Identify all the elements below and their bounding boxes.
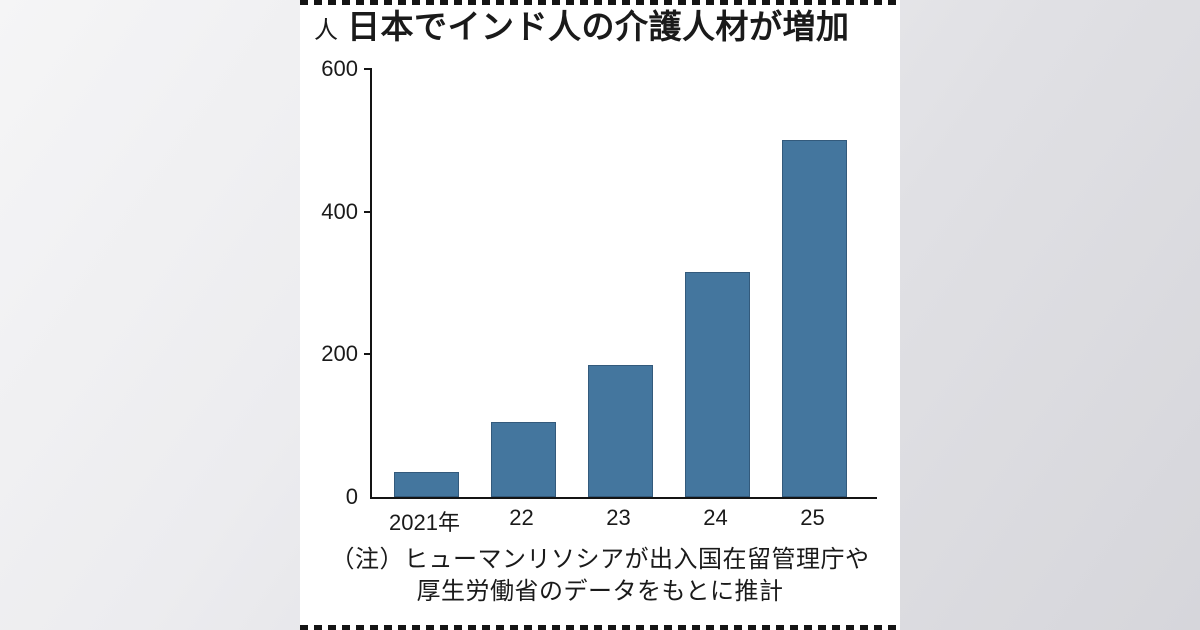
x-tick-label-24: 24 <box>703 505 728 530</box>
bottom-dashed-divider <box>300 625 900 630</box>
y-axis-tick-mark <box>364 353 372 356</box>
y-axis-tick-mark <box>364 68 372 70</box>
bar-25 <box>782 140 847 497</box>
x-tick-label-22: 22 <box>509 505 534 530</box>
y-axis-unit-label: 人 <box>314 17 338 44</box>
y-tick-label-200: 200 <box>321 341 358 367</box>
x-axis-tick-labels: 2021年 22 23 24 25 <box>370 505 875 537</box>
source-note-line-2: 厚生労働省のデータをもとに推計 <box>416 578 784 606</box>
plot-area <box>364 68 877 499</box>
y-tick-label-0: 0 <box>345 484 358 509</box>
y-tick-label-400: 400 <box>321 198 358 224</box>
bar-24 <box>685 272 750 497</box>
top-dashed-divider <box>300 0 900 5</box>
bar-2021年 <box>394 472 459 497</box>
source-note: （注）ヒューマンリソシアが出入国在留管理庁や 厚生労働省のデータをもとに推計 <box>314 544 886 609</box>
chart-header: 人 日本でインド人の介護人材が増加 <box>314 8 894 46</box>
chart-title: 日本でインド人の介護人材が増加 <box>347 8 850 45</box>
y-axis-tick-mark <box>364 210 372 213</box>
x-tick-label-2021年: 2021年 <box>389 510 460 535</box>
y-axis-tick-labels: 0 200 400 600 <box>300 58 366 508</box>
bar-23 <box>588 365 653 497</box>
x-tick-label-25: 25 <box>800 505 825 530</box>
chart-card: 人 日本でインド人の介護人材が増加 0 200 400 600 2021年 22 23 24… <box>300 0 900 630</box>
x-tick-label-23: 23 <box>606 505 631 530</box>
source-note-line-1: （注）ヒューマンリソシアが出入国在留管理庁や <box>330 546 870 573</box>
y-tick-label-600: 600 <box>321 56 358 81</box>
bar-22 <box>491 422 556 497</box>
